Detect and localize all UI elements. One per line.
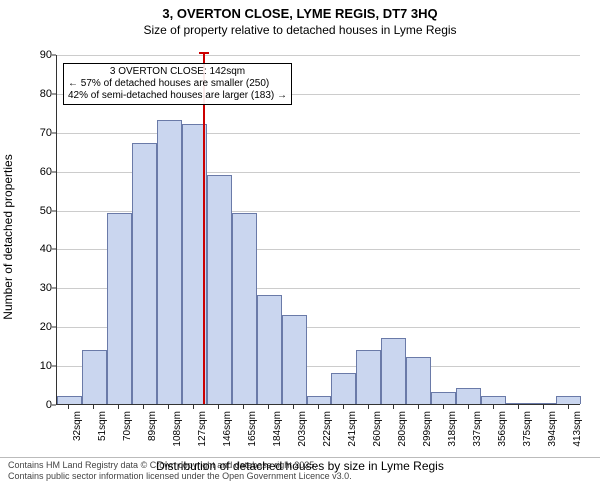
x-tick-label: 356sqm [497,411,508,447]
x-tick-label: 127sqm [197,411,208,447]
annotation-line: 42% of semi-detached houses are larger (… [68,90,287,102]
x-tick-mark [243,405,244,409]
reference-line [203,54,205,404]
x-tick-label: 375sqm [522,411,533,447]
x-tick-mark [518,405,519,409]
x-tick-label: 203sqm [297,411,308,447]
x-tick-mark [343,405,344,409]
histogram-bar [556,396,581,404]
histogram-bar [356,350,381,404]
histogram-bar [257,295,282,404]
x-tick-label: 318sqm [447,411,458,447]
x-tick-mark [368,405,369,409]
histogram-bar [531,403,556,404]
x-tick-label: 299sqm [422,411,433,447]
x-tick-label: 70sqm [122,411,133,441]
y-tick-mark [52,366,56,367]
plot-area: 3 OVERTON CLOSE: 142sqm← 57% of detached… [56,55,580,405]
x-axis-label: Distribution of detached houses by size … [0,459,600,473]
x-tick-label: 394sqm [547,411,558,447]
y-tick-label: 60 [12,166,52,178]
page-title-address: 3, OVERTON CLOSE, LYME REGIS, DT7 3HQ [0,6,600,21]
histogram-bar [381,338,406,404]
histogram-bar [107,213,132,404]
y-tick-mark [52,210,56,211]
histogram-chart: Number of detached properties 3 OVERTON … [0,37,600,457]
x-tick-mark [318,405,319,409]
y-tick-label: 10 [12,360,52,372]
y-axis-label: Number of detached properties [1,154,15,319]
x-tick-label: 51sqm [97,411,108,441]
y-tick-mark [52,93,56,94]
y-tick-label: 0 [12,399,52,411]
annotation-box: 3 OVERTON CLOSE: 142sqm← 57% of detached… [63,63,292,105]
y-tick-label: 40 [12,243,52,255]
y-tick-label: 50 [12,205,52,217]
x-tick-label: 260sqm [372,411,383,447]
y-tick-mark [52,249,56,250]
y-tick-mark [52,132,56,133]
histogram-bar [82,350,107,404]
annotation-line: ← 57% of detached houses are smaller (25… [68,78,287,90]
y-tick-mark [52,327,56,328]
histogram-bar [456,388,481,404]
x-tick-mark [543,405,544,409]
x-tick-label: 184sqm [272,411,283,447]
y-tick-mark [52,171,56,172]
gridline [57,55,580,56]
x-tick-label: 89sqm [147,411,158,441]
histogram-bar [57,396,82,404]
x-tick-mark [493,405,494,409]
histogram-bar [157,120,182,404]
x-tick-mark [218,405,219,409]
x-tick-mark [418,405,419,409]
x-tick-label: 337sqm [472,411,483,447]
x-tick-mark [393,405,394,409]
histogram-bar [282,315,307,404]
histogram-bar [481,396,506,404]
x-tick-mark [443,405,444,409]
histogram-bar [207,175,232,404]
y-tick-label: 20 [12,321,52,333]
histogram-bar [331,373,356,404]
page-title-subtitle: Size of property relative to detached ho… [0,23,600,37]
x-tick-mark [193,405,194,409]
y-tick-label: 80 [12,88,52,100]
x-tick-mark [268,405,269,409]
x-tick-label: 413sqm [572,411,583,447]
gridline [57,133,580,134]
histogram-bar [232,213,257,404]
x-tick-mark [118,405,119,409]
histogram-bar [307,396,332,404]
x-tick-label: 280sqm [397,411,408,447]
x-tick-label: 108sqm [172,411,183,447]
y-tick-mark [52,288,56,289]
x-tick-mark [168,405,169,409]
histogram-bar [506,403,531,404]
histogram-bar [431,392,456,404]
y-tick-mark [52,55,56,56]
x-tick-mark [568,405,569,409]
x-tick-label: 241sqm [347,411,358,447]
annotation-line: 3 OVERTON CLOSE: 142sqm [68,66,287,78]
y-tick-mark [52,405,56,406]
x-tick-label: 32sqm [72,411,83,441]
x-tick-label: 165sqm [247,411,258,447]
x-tick-mark [68,405,69,409]
y-tick-label: 30 [12,282,52,294]
x-tick-mark [468,405,469,409]
x-tick-label: 222sqm [322,411,333,447]
x-tick-mark [93,405,94,409]
histogram-bar [132,143,157,404]
x-tick-mark [143,405,144,409]
y-tick-label: 90 [12,49,52,61]
histogram-bar [406,357,431,404]
x-tick-label: 146sqm [222,411,233,447]
y-tick-label: 70 [12,127,52,139]
x-tick-mark [293,405,294,409]
